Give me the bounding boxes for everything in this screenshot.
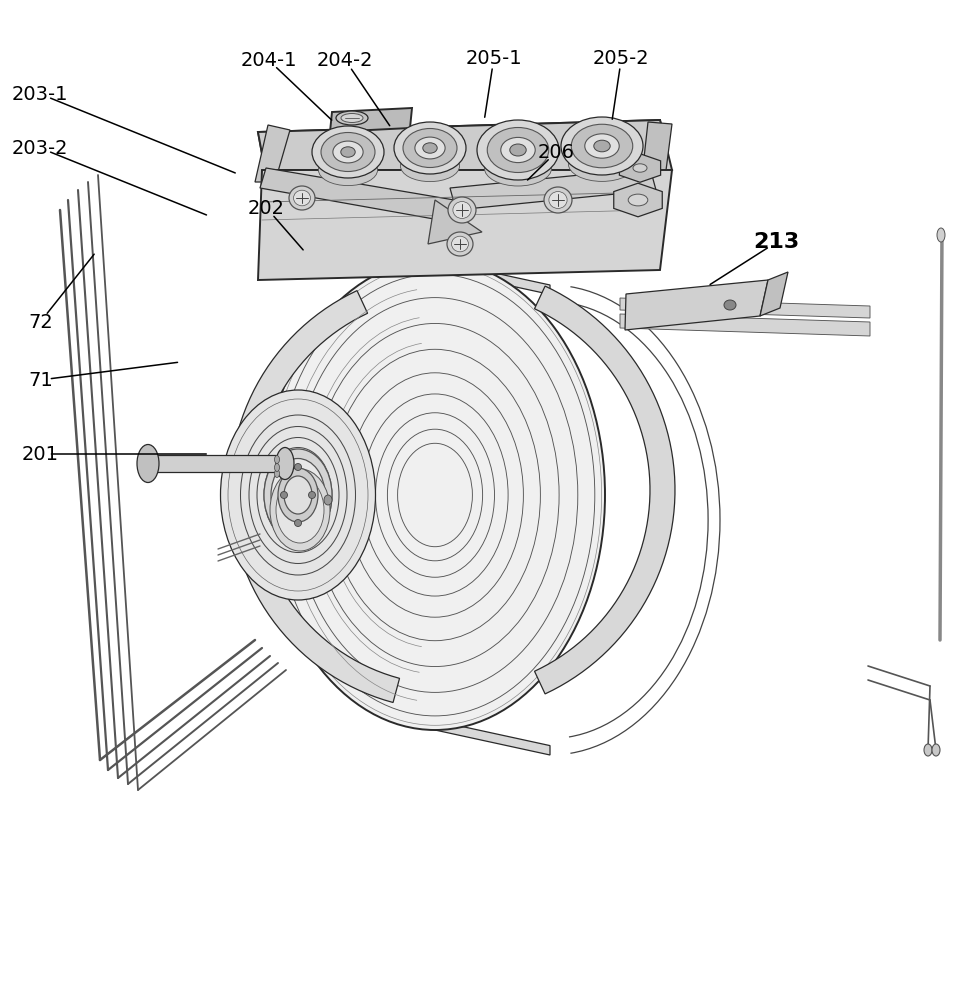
- Polygon shape: [428, 200, 482, 244]
- Ellipse shape: [724, 300, 736, 310]
- Ellipse shape: [633, 164, 647, 172]
- Ellipse shape: [284, 476, 312, 514]
- Ellipse shape: [628, 194, 647, 206]
- Ellipse shape: [293, 190, 311, 206]
- Ellipse shape: [924, 744, 932, 756]
- Ellipse shape: [453, 202, 471, 218]
- Ellipse shape: [423, 143, 437, 153]
- Ellipse shape: [501, 137, 535, 163]
- Polygon shape: [230, 291, 400, 703]
- Ellipse shape: [321, 132, 375, 172]
- Ellipse shape: [264, 449, 332, 541]
- Ellipse shape: [447, 232, 473, 256]
- Text: 203-2: 203-2: [12, 138, 68, 157]
- Ellipse shape: [336, 111, 368, 125]
- Ellipse shape: [221, 390, 376, 600]
- Polygon shape: [258, 170, 672, 280]
- Text: 203-1: 203-1: [12, 85, 68, 104]
- Text: 205-2: 205-2: [593, 48, 650, 68]
- Ellipse shape: [415, 137, 445, 159]
- Polygon shape: [435, 721, 550, 755]
- Text: 206: 206: [538, 142, 574, 161]
- Ellipse shape: [137, 444, 159, 483]
- Polygon shape: [330, 108, 412, 132]
- Ellipse shape: [289, 186, 315, 210]
- Text: 201: 201: [22, 444, 58, 464]
- Text: 72: 72: [28, 312, 53, 332]
- Ellipse shape: [280, 491, 288, 498]
- Ellipse shape: [585, 134, 620, 158]
- Polygon shape: [620, 154, 661, 182]
- Text: 204-1: 204-1: [241, 50, 296, 70]
- Ellipse shape: [265, 260, 605, 730]
- Polygon shape: [450, 168, 656, 210]
- Ellipse shape: [294, 464, 301, 471]
- Ellipse shape: [572, 124, 633, 168]
- Polygon shape: [258, 120, 668, 170]
- Polygon shape: [642, 122, 672, 178]
- Polygon shape: [614, 183, 663, 217]
- Text: 202: 202: [248, 198, 285, 218]
- Ellipse shape: [274, 456, 279, 464]
- Ellipse shape: [341, 113, 363, 122]
- Polygon shape: [258, 120, 672, 170]
- Ellipse shape: [448, 197, 476, 223]
- Ellipse shape: [274, 464, 279, 472]
- Text: 71: 71: [28, 370, 53, 389]
- Ellipse shape: [477, 120, 559, 180]
- Polygon shape: [148, 455, 285, 472]
- Ellipse shape: [549, 192, 567, 208]
- Ellipse shape: [484, 150, 551, 186]
- Ellipse shape: [278, 468, 318, 522]
- Polygon shape: [625, 280, 768, 330]
- Text: 213: 213: [754, 232, 800, 252]
- Ellipse shape: [309, 491, 316, 498]
- Polygon shape: [260, 168, 466, 224]
- Ellipse shape: [324, 495, 332, 505]
- Ellipse shape: [403, 128, 457, 167]
- Ellipse shape: [510, 144, 526, 156]
- Text: 205-1: 205-1: [465, 48, 523, 68]
- Ellipse shape: [401, 150, 459, 182]
- Polygon shape: [760, 272, 788, 316]
- Ellipse shape: [312, 126, 384, 178]
- Ellipse shape: [932, 744, 940, 756]
- Ellipse shape: [318, 154, 378, 186]
- Ellipse shape: [276, 448, 294, 480]
- Ellipse shape: [271, 458, 325, 532]
- Ellipse shape: [487, 127, 549, 172]
- Ellipse shape: [333, 141, 363, 163]
- Polygon shape: [534, 286, 675, 694]
- Polygon shape: [435, 260, 550, 294]
- Ellipse shape: [270, 469, 330, 551]
- Ellipse shape: [561, 117, 643, 175]
- Ellipse shape: [340, 147, 355, 157]
- Ellipse shape: [569, 147, 636, 181]
- Ellipse shape: [394, 122, 466, 174]
- Polygon shape: [620, 298, 870, 318]
- Ellipse shape: [274, 470, 279, 478]
- Ellipse shape: [594, 140, 610, 152]
- Text: 204-2: 204-2: [317, 50, 373, 70]
- Ellipse shape: [294, 520, 301, 526]
- Ellipse shape: [544, 187, 572, 213]
- Polygon shape: [255, 125, 290, 182]
- Ellipse shape: [452, 236, 468, 252]
- Ellipse shape: [937, 228, 945, 242]
- Polygon shape: [620, 314, 870, 336]
- Ellipse shape: [276, 477, 324, 543]
